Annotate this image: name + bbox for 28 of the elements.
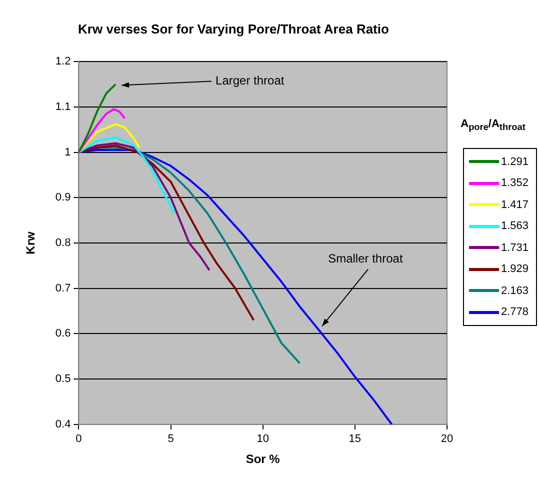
annotation: Larger throat: [216, 74, 285, 88]
x-tick-label: 15: [348, 433, 362, 446]
y-tick-label: 1: [64, 146, 71, 158]
y-tick-label: 0.9: [55, 192, 71, 204]
legend-label: 1.417: [501, 198, 529, 211]
legend-title: A$_{pore}$/A$_{throat}$: [460, 118, 526, 132]
y-tick-label: 0.7: [55, 282, 71, 294]
legend-label: 2.778: [501, 306, 529, 318]
annotation: Smaller throat: [328, 251, 404, 266]
y-tick-label: 0.4: [55, 418, 71, 430]
legend-label: 1.352: [501, 177, 529, 190]
y-tick-label: 0.5: [55, 373, 71, 386]
y-tick-label: 1.1: [55, 100, 71, 113]
x-tick-label: 5: [168, 433, 174, 446]
x-tick-label: 10: [256, 433, 269, 446]
x-axis-title: Sor %: [246, 452, 280, 466]
legend-label: 1.731: [501, 242, 529, 254]
y-tick-label: 1.2: [55, 56, 71, 68]
x-tick-label: 20: [440, 433, 454, 446]
y-tick-label: 0.8: [55, 237, 71, 250]
legend-label: 1.291: [501, 156, 529, 168]
legend-label: 2.163: [501, 284, 529, 297]
chart-title: Krw verses Sor for Varying Pore/Throat Area Ratio: [78, 21, 389, 36]
y-axis-title: Krw: [24, 231, 38, 254]
legend-label: 1.929: [501, 263, 529, 276]
y-tick-label: 0.6: [55, 328, 71, 340]
x-tick-label: 0: [76, 433, 82, 446]
legend-label: 1.563: [501, 220, 529, 232]
